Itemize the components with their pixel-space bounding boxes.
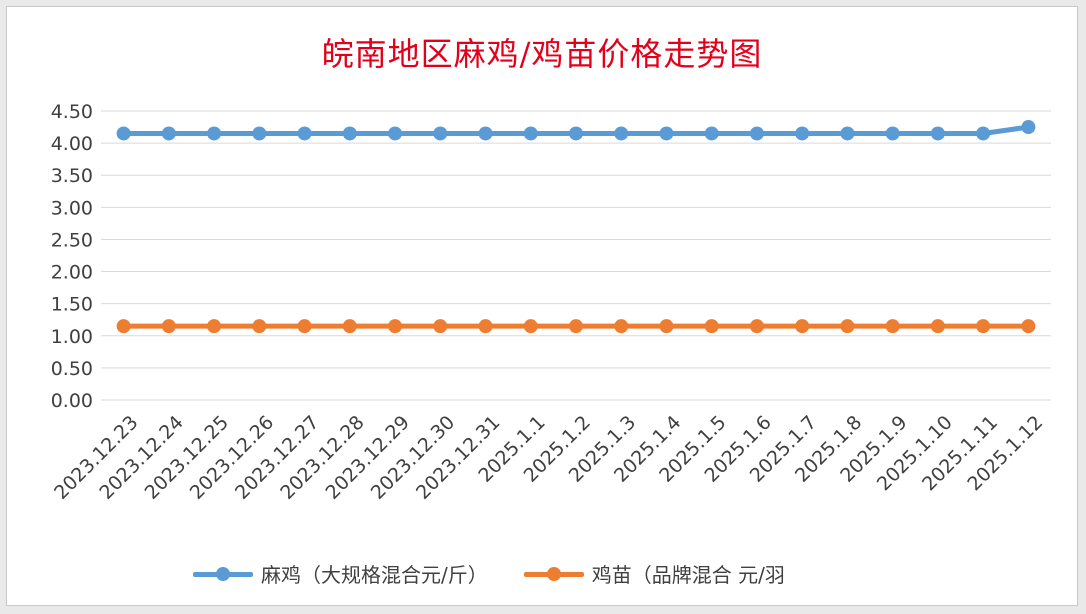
- series-2-point-19: [976, 319, 991, 334]
- y-tick-label-6: 3.00: [51, 197, 93, 219]
- series-1-point-18: [930, 126, 945, 141]
- series-1-point-7: [433, 126, 448, 141]
- series-1-point-15: [795, 126, 810, 141]
- y-tick-label-1: 0.50: [51, 358, 93, 380]
- series-2-point-1: [161, 319, 176, 334]
- series-1-point-3: [252, 126, 267, 141]
- y-tick-label-4: 2.00: [51, 262, 93, 284]
- series-2-point-2: [207, 319, 222, 334]
- plot-area: 0.00 0.50 1.00 1.50 2.00 2.50 3.00 3.50 4.00 4.50…: [50, 101, 1051, 504]
- y-tick-label-5: 2.50: [51, 229, 93, 251]
- series-2-point-15: [795, 319, 810, 334]
- y-tick-label-2: 1.00: [51, 326, 93, 348]
- series-1-point-11: [614, 126, 629, 141]
- y-tick-label-8: 4.00: [51, 133, 93, 155]
- series-1-point-13: [704, 126, 719, 141]
- y-tick-label-9: 4.50: [51, 101, 93, 123]
- legend-label-series-1: 麻鸡（大规格混合元/斤）: [261, 563, 488, 587]
- legend-label-series-2: 鸡苗（品牌混合 元/羽: [591, 563, 785, 587]
- series-1-point-19: [976, 126, 991, 141]
- series-2-point-6: [388, 319, 403, 334]
- y-tick-label-7: 3.50: [51, 165, 93, 187]
- y-tick-label-3: 1.50: [51, 294, 93, 316]
- series-1-point-14: [749, 126, 764, 141]
- series-1-point-4: [297, 126, 312, 141]
- series-1-point-6: [388, 126, 403, 141]
- legend-marker-series-1: [193, 564, 253, 584]
- series-1-point-8: [478, 126, 493, 141]
- series-1-point-16: [840, 126, 855, 141]
- series-2-point-16: [840, 319, 855, 334]
- series-2-point-11: [614, 319, 629, 334]
- legend-item-series-1[interactable]: 麻鸡（大规格混合元/斤）: [193, 559, 488, 588]
- series-2-point-3: [252, 319, 267, 334]
- series-1-point-9: [523, 126, 538, 141]
- legend: 麻鸡（大规格混合元/斤） 鸡苗（品牌混合 元/羽: [193, 559, 785, 588]
- series-2-point-20: [1021, 319, 1036, 334]
- legend-marker-series-2: [523, 564, 584, 584]
- series-1-point-5: [342, 126, 357, 141]
- chart-area: 皖南地区麻鸡/鸡苗价格走势图 0.00 0.50 1.00 1.50 2.00 2.50 3…: [6, 6, 1078, 606]
- series-1-point-0: [116, 126, 131, 141]
- series-2-point-10: [569, 319, 583, 334]
- series-2-point-4: [297, 319, 312, 334]
- series-1-point-2: [207, 126, 222, 141]
- series-1-point-10: [569, 126, 583, 141]
- legend-item-series-2[interactable]: 鸡苗（品牌混合 元/羽: [523, 559, 785, 588]
- series-2-point-14: [749, 319, 764, 334]
- series-2-point-9: [523, 319, 538, 334]
- series-2-point-12: [659, 319, 674, 334]
- series-2-point-13: [704, 319, 719, 334]
- y-tick-label-0: 0.00: [51, 390, 93, 412]
- series-2-point-17: [885, 319, 900, 334]
- series-2-point-8: [478, 319, 493, 334]
- series-2-point-0: [116, 319, 131, 334]
- series-2-point-7: [433, 319, 448, 334]
- series-1-point-20: [1021, 120, 1036, 135]
- series-1-point-1: [161, 126, 176, 141]
- chart-title: 皖南地区麻鸡/鸡苗价格走势图: [321, 35, 763, 73]
- series-1-point-17: [885, 126, 900, 141]
- series-2-point-18: [930, 319, 945, 334]
- series-1-point-12: [659, 126, 674, 141]
- series-2-point-5: [342, 319, 357, 334]
